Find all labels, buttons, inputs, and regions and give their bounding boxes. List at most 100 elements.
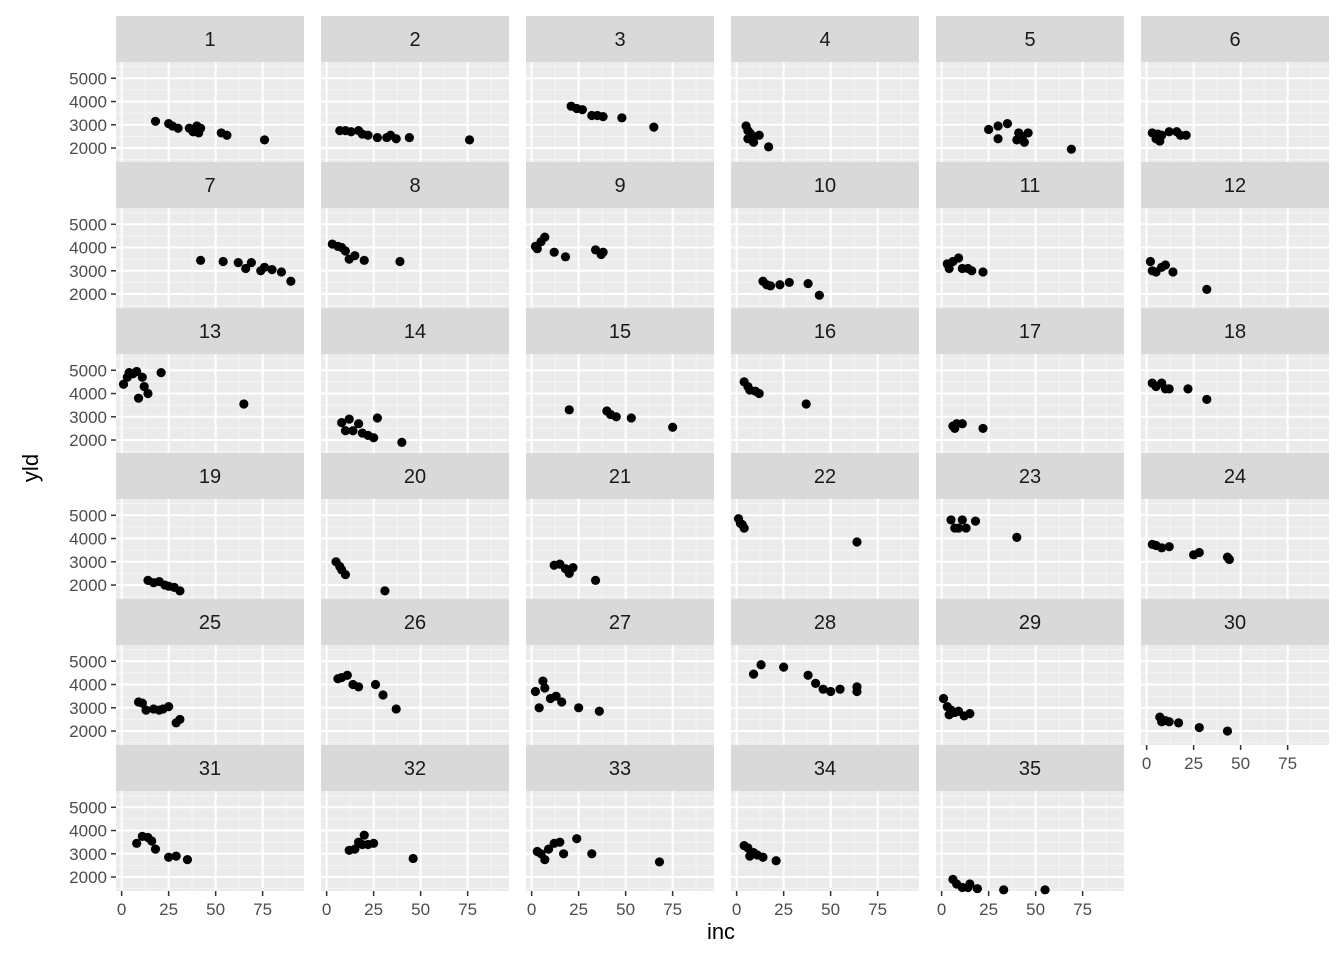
y-tick-label: 2000 <box>69 576 107 595</box>
data-point <box>259 262 270 272</box>
data-point <box>803 670 813 680</box>
strip-label: 3 <box>614 29 625 51</box>
panel-background <box>936 791 1124 891</box>
strip-label: 35 <box>1019 758 1041 780</box>
strip-background <box>731 453 919 499</box>
data-point <box>957 419 967 429</box>
data-point <box>1164 127 1174 137</box>
data-point <box>756 660 766 670</box>
strip-label: 15 <box>609 321 631 343</box>
facet-panel-17: 17 <box>936 308 1124 454</box>
strip-background <box>116 162 304 208</box>
data-point <box>572 834 582 844</box>
x-tick-label: 75 <box>663 900 682 919</box>
data-point <box>1224 554 1234 565</box>
x-tick-label: 25 <box>364 900 383 919</box>
data-point <box>1183 384 1193 394</box>
data-point <box>404 132 414 143</box>
data-point <box>1181 130 1191 140</box>
data-point <box>267 265 277 275</box>
strip-background <box>936 16 1124 62</box>
facet-panel-30: 30 0 25 50 75 <box>1141 599 1329 773</box>
strip-label: 8 <box>409 175 420 197</box>
data-point <box>654 857 665 867</box>
data-point <box>835 684 845 694</box>
data-point <box>137 372 147 382</box>
x-tick-label: 0 <box>322 900 331 919</box>
data-point <box>276 267 287 277</box>
data-point <box>543 844 554 854</box>
data-point <box>1145 256 1155 267</box>
facet-panel-11: 11 <box>936 162 1124 308</box>
strip-label: 11 <box>1020 175 1041 197</box>
y-tick-label: 2000 <box>69 139 107 158</box>
strip-label: 17 <box>1019 321 1041 343</box>
facet-panel-20: 20 <box>321 453 509 599</box>
panel-background <box>731 354 919 454</box>
strip-background <box>936 162 1124 208</box>
data-point <box>765 281 776 291</box>
strip-background <box>526 162 714 208</box>
facet-panel-9: 9 <box>526 162 714 308</box>
strip-label: 20 <box>404 466 426 488</box>
strip-label: 22 <box>814 466 836 488</box>
data-point <box>538 676 548 686</box>
data-point <box>779 662 789 672</box>
strip-label: 31 <box>199 758 221 780</box>
strip-background <box>731 599 919 645</box>
facet-panel-35: 35 0 25 50 75 <box>936 745 1124 919</box>
facet-panel-18: 18 <box>1141 308 1329 454</box>
facet-panel-7: 7 2000 3000 4000 5000 <box>69 162 304 308</box>
panel-background <box>321 499 509 599</box>
data-point <box>359 830 369 840</box>
x-tick-label: 75 <box>253 900 272 919</box>
data-point <box>340 246 351 256</box>
data-point <box>852 537 862 547</box>
data-point <box>758 852 768 862</box>
strip-label: 4 <box>819 29 830 51</box>
data-point <box>617 113 627 123</box>
facet-panel-6: 6 <box>1141 16 1329 162</box>
data-point <box>1202 394 1212 404</box>
strip-background <box>526 599 714 645</box>
data-point <box>1194 722 1204 733</box>
data-point <box>164 702 174 712</box>
panel-background <box>731 499 919 599</box>
data-point <box>754 130 764 140</box>
panel-background <box>526 208 714 308</box>
x-tick-label: 25 <box>774 900 793 919</box>
x-tick-label: 50 <box>1231 754 1250 773</box>
facet-panel-25: 25 2000 3000 4000 5000 <box>69 599 304 745</box>
strip-label: 30 <box>1224 612 1246 634</box>
facet-panel-31: 31 2000 3000 4000 5000 0 25 50 75 <box>69 745 304 919</box>
facet-panel-27: 27 <box>526 599 714 745</box>
data-point <box>118 379 129 389</box>
strip-background <box>321 16 509 62</box>
y-tick-label: 3000 <box>69 116 107 135</box>
facet-panel-13: 13 2000 3000 4000 5000 <box>69 308 304 454</box>
strip-background <box>321 162 509 208</box>
facet-panel-16: 16 <box>731 308 919 454</box>
data-point <box>748 669 759 679</box>
data-point <box>965 709 975 719</box>
panel-background <box>116 645 304 745</box>
data-point <box>574 703 584 713</box>
strip-label: 7 <box>204 175 215 197</box>
data-point <box>551 691 561 701</box>
data-point <box>363 130 373 140</box>
data-point <box>340 426 351 436</box>
data-point <box>378 690 388 700</box>
strip-background <box>1141 599 1329 645</box>
data-point <box>150 844 161 854</box>
data-point <box>978 423 988 434</box>
data-point <box>938 693 949 704</box>
panel-background <box>321 791 509 891</box>
facet-panel-22: 22 <box>731 453 919 599</box>
strip-background <box>936 453 1124 499</box>
strip-label: 5 <box>1024 29 1035 51</box>
data-point <box>852 686 862 697</box>
x-tick-label: 50 <box>1026 900 1045 919</box>
data-point <box>194 128 204 138</box>
strip-background <box>116 745 304 791</box>
data-point <box>175 714 185 725</box>
